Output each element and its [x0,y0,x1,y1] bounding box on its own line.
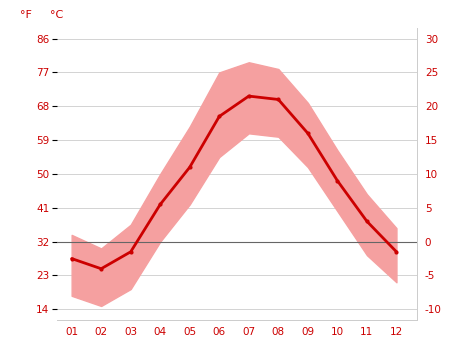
Text: °F: °F [20,10,32,20]
Text: °C: °C [50,10,64,20]
